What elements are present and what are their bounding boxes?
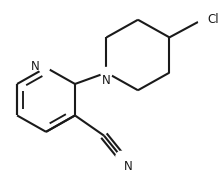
Text: N: N [124,159,133,172]
Circle shape [116,151,127,162]
Text: N: N [102,74,111,87]
Circle shape [101,67,112,78]
Text: Cl: Cl [207,13,219,26]
Circle shape [198,14,209,25]
Circle shape [39,62,50,73]
Text: N: N [31,60,40,73]
